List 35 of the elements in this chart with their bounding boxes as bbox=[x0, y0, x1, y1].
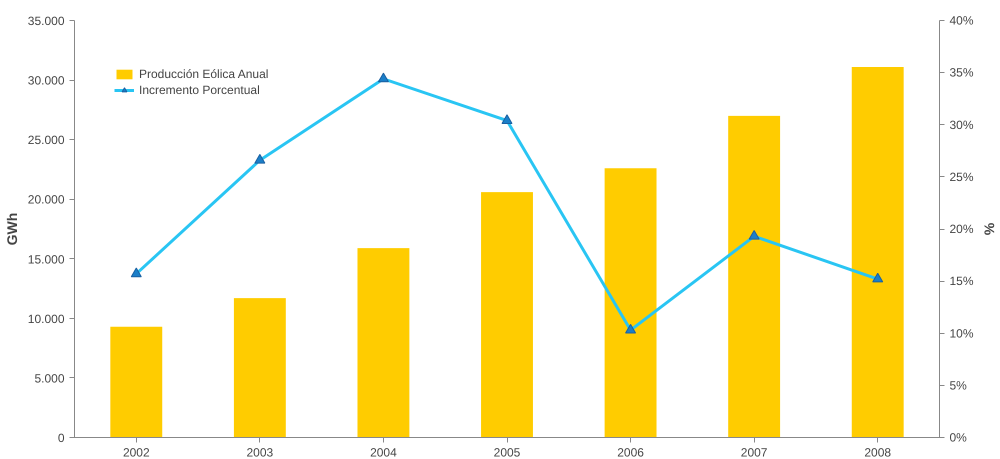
legend-label: Incremento Porcentual bbox=[139, 83, 260, 97]
bar bbox=[234, 298, 286, 438]
y2-tick-label: 0% bbox=[950, 430, 968, 444]
x-tick-label: 2003 bbox=[246, 446, 274, 459]
y-tick-label: 30.000 bbox=[28, 74, 65, 88]
bar bbox=[728, 116, 780, 438]
y2-tick-label: 35% bbox=[950, 66, 974, 80]
y-axis-title: GWh bbox=[4, 212, 20, 246]
y2-tick-label: 40% bbox=[950, 14, 974, 28]
y-tick-label: 10.000 bbox=[28, 312, 65, 326]
y-tick-label: 0 bbox=[58, 431, 65, 445]
x-tick-label: 2002 bbox=[122, 446, 150, 459]
y-tick-label: 20.000 bbox=[28, 192, 65, 207]
x-tick-label: 2008 bbox=[864, 446, 892, 459]
x-tick-label: 2007 bbox=[740, 446, 768, 459]
bar bbox=[110, 326, 162, 438]
bar bbox=[604, 168, 657, 438]
legend-label: Producción Eólica Anual bbox=[139, 67, 268, 81]
y2-axis-title: % bbox=[982, 222, 998, 236]
y2-tick-label: 15% bbox=[950, 274, 974, 288]
bar bbox=[852, 66, 904, 438]
y2-tick-label: 20% bbox=[950, 222, 974, 236]
y-tick-label: 35.000 bbox=[28, 14, 65, 28]
x-tick-label: 2004 bbox=[370, 446, 398, 459]
y-tick-label: 5.000 bbox=[34, 371, 65, 386]
y-tick-label: 15.000 bbox=[28, 252, 65, 266]
y2-tick-label: 5% bbox=[950, 378, 968, 392]
x-tick-label: 2006 bbox=[617, 446, 644, 459]
bar bbox=[357, 248, 410, 438]
y2-tick-label: 25% bbox=[950, 170, 974, 184]
x-tick-label: 2005 bbox=[494, 446, 521, 459]
y2-tick-label: 10% bbox=[950, 326, 974, 340]
bar bbox=[481, 192, 533, 438]
y2-tick-label: 30% bbox=[950, 118, 974, 132]
y-tick-label: 25.000 bbox=[28, 133, 65, 148]
